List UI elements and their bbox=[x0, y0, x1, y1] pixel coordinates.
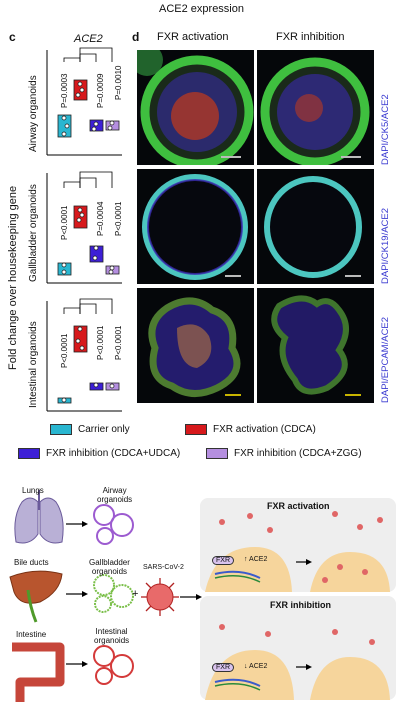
organoid-label-intestinal: Intestinal organoids bbox=[94, 627, 130, 645]
organ-label-bile-ducts: Bile ducts bbox=[14, 558, 49, 567]
gallbladder-organoids-icon bbox=[93, 574, 134, 613]
subplot-name-intestinal: Intestinal organoids bbox=[28, 321, 39, 408]
organoid-label-gallbladder: Gallbladder organoids bbox=[89, 558, 130, 576]
organ-label-intestine: Intestine bbox=[16, 630, 47, 639]
micrograph-intestinal-activation bbox=[137, 288, 254, 403]
micrograph-row-airway: DAPI/CK5/ACE2 bbox=[137, 50, 393, 165]
legend-swatch bbox=[185, 424, 207, 435]
pvalue: P<0.0001 bbox=[96, 325, 105, 360]
figure-title: ACE2 expression bbox=[159, 3, 244, 15]
y-axis-label: Fold change over housekeeping gene bbox=[7, 185, 19, 370]
virus-label: SARS-CoV-2 bbox=[143, 564, 184, 571]
fxr-badge-activation: FXR bbox=[212, 556, 234, 565]
sars-cov-2-virus-icon bbox=[141, 578, 179, 616]
intestine-icon bbox=[12, 642, 65, 702]
lungs-icon bbox=[14, 490, 64, 544]
legend-item-udca: FXR inhibition (CDCA+UDCA) bbox=[18, 448, 180, 459]
sig-bracket-2 bbox=[79, 53, 97, 62]
inhibition-box bbox=[200, 596, 396, 700]
pvalue: P<0.0001 bbox=[114, 325, 123, 360]
liver-icon bbox=[9, 570, 63, 623]
legend-item-cdca: FXR activation (CDCA) bbox=[185, 424, 316, 435]
subplot-name-gallbladder: Gallbladder organoids bbox=[28, 184, 39, 282]
organ-label-lungs: Lungs bbox=[22, 486, 44, 495]
pvalue: P=0.0003 bbox=[60, 73, 69, 108]
micrograph-gallbladder-activation bbox=[137, 169, 254, 284]
activation-title: FXR activation bbox=[267, 501, 330, 511]
column-header-activation: FXR activation bbox=[157, 31, 229, 43]
airway-organoids-icon bbox=[93, 504, 134, 545]
inhibition-title: FXR inhibition bbox=[270, 600, 331, 610]
activation-box bbox=[200, 498, 396, 592]
legend-swatch bbox=[50, 424, 72, 435]
legend-swatch bbox=[18, 448, 40, 459]
pvalue: P<0.0001 bbox=[60, 333, 69, 368]
ace2-down-label: ↓ ACE2 bbox=[244, 663, 268, 670]
panel-d-label: d bbox=[132, 30, 140, 44]
subplot-intestinal bbox=[46, 298, 122, 412]
pvalue: P=0.0010 bbox=[114, 65, 123, 100]
micrograph-row-intestinal: DAPI/EPCAM/ACE2 bbox=[137, 288, 393, 403]
fxr-badge-inhibition: FXR bbox=[212, 663, 234, 672]
pvalue: P=0.0009 bbox=[96, 73, 105, 108]
micrograph-airway-inhibition bbox=[257, 50, 374, 165]
intestinal-organoids-icon bbox=[93, 645, 134, 685]
ace2-up-label: ↑ ACE2 bbox=[244, 556, 268, 563]
sig-bracket-3 bbox=[79, 47, 113, 62]
micrograph-gallbladder-inhibition bbox=[257, 169, 374, 284]
subplot-airway bbox=[46, 47, 122, 156]
legend-item-carrier: Carrier only bbox=[50, 424, 130, 435]
box-carrier bbox=[57, 114, 72, 138]
column-header-inhibition: FXR inhibition bbox=[276, 31, 345, 43]
micrograph-row-gallbladder: DAPI/CK19/ACE2 bbox=[137, 169, 393, 284]
panel-c-chart bbox=[46, 47, 122, 412]
micrograph-intestinal-inhibition bbox=[257, 288, 374, 403]
subplot-gallbladder bbox=[46, 171, 122, 284]
schematic: Lungs Airway organoids Bile ducts Gallbla… bbox=[0, 472, 403, 710]
organoid-label-airway: Airway organoids bbox=[97, 486, 133, 504]
legend-item-zgg: FXR inhibition (CDCA+ZGG) bbox=[206, 448, 362, 459]
stain-label-airway: DAPI/CK5/ACE2 bbox=[380, 94, 391, 165]
sig-bracket-1 bbox=[63, 57, 81, 62]
stain-label-intestinal: DAPI/EPCAM/ACE2 bbox=[380, 316, 391, 403]
legend-swatch bbox=[206, 448, 228, 459]
pvalue: P<0.0001 bbox=[60, 205, 69, 240]
subplot-name-airway: Airway organoids bbox=[28, 75, 39, 152]
pvalue: P=0.0004 bbox=[96, 201, 105, 236]
panel-c-label: c bbox=[9, 30, 16, 44]
pvalue: P<0.0001 bbox=[114, 201, 123, 236]
gene-label: ACE2 bbox=[74, 33, 103, 45]
stain-label-gallbladder: DAPI/CK19/ACE2 bbox=[380, 207, 391, 284]
micrograph-airway-activation bbox=[137, 50, 254, 165]
plus-sign: + bbox=[132, 588, 139, 600]
